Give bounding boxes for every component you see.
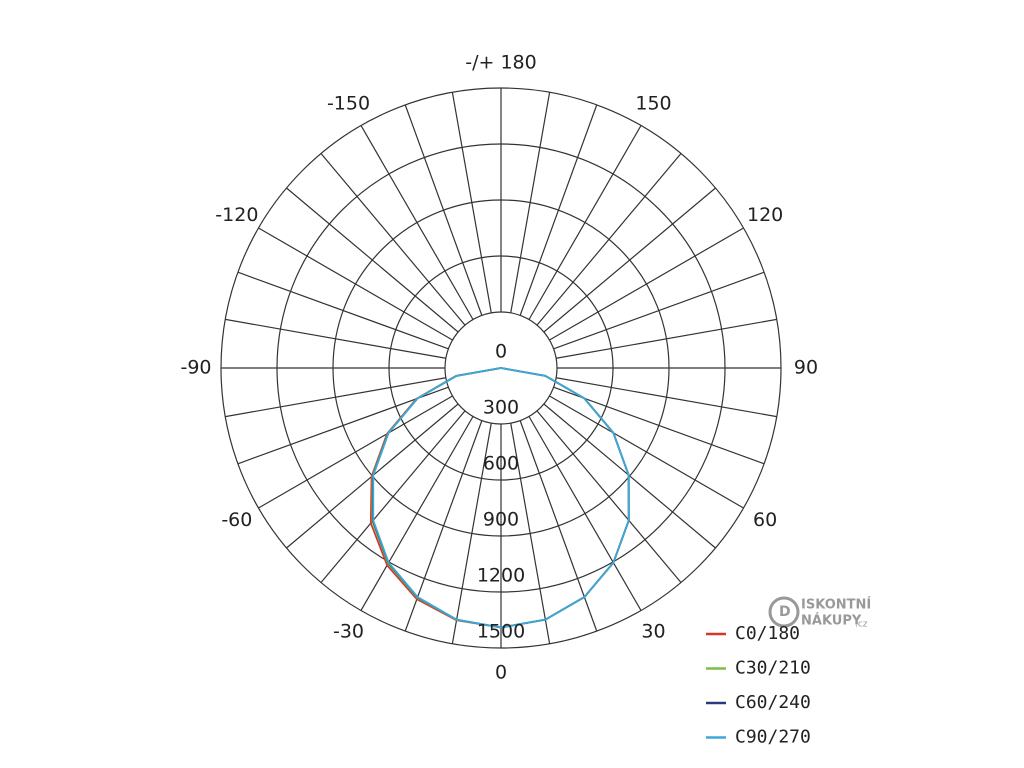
r-tick-label: 0 (495, 341, 507, 363)
legend-text: C30/210 (735, 658, 811, 679)
angle-label: 90 (794, 357, 818, 379)
watermark-text: ISKONTNÍ (801, 597, 871, 613)
angle-label: -/+ 180 (465, 52, 536, 74)
angle-label: 0 (495, 662, 507, 684)
grid-ring (276, 143, 726, 593)
watermark: D ISKONTNÍ NÁKUPY .cz (768, 596, 871, 630)
r-tick-label: 300 (483, 397, 519, 419)
angle-label: -30 (333, 621, 364, 643)
legend-text: C0/180 (735, 623, 800, 644)
series-line (372, 367, 630, 629)
angle-label: 120 (747, 204, 783, 226)
legend-text: C60/240 (735, 692, 811, 713)
watermark-suffix: .cz (855, 620, 868, 630)
angle-label: 30 (641, 621, 665, 643)
r-tick-label: 600 (483, 453, 519, 475)
watermark-text: NÁKUPY (801, 613, 862, 629)
grid-ring (332, 199, 670, 537)
angle-label: 150 (635, 92, 671, 114)
grid-ring (444, 311, 558, 425)
r-tick-label: 1200 (477, 565, 525, 587)
angle-label: 60 (753, 509, 777, 531)
r-tick-label: 900 (483, 509, 519, 531)
watermark-icon (768, 596, 800, 628)
watermark-icon-letter: D (779, 604, 791, 620)
angle-label: -90 (180, 357, 211, 379)
angle-label: -120 (215, 204, 258, 226)
legend-text: C90/270 (735, 727, 811, 748)
grid-ring (388, 255, 614, 481)
grid (220, 87, 782, 649)
angle-label: -150 (327, 92, 370, 114)
grid-ring (220, 87, 782, 649)
angle-label: -60 (221, 509, 252, 531)
r-tick-label: 1500 (477, 621, 525, 643)
